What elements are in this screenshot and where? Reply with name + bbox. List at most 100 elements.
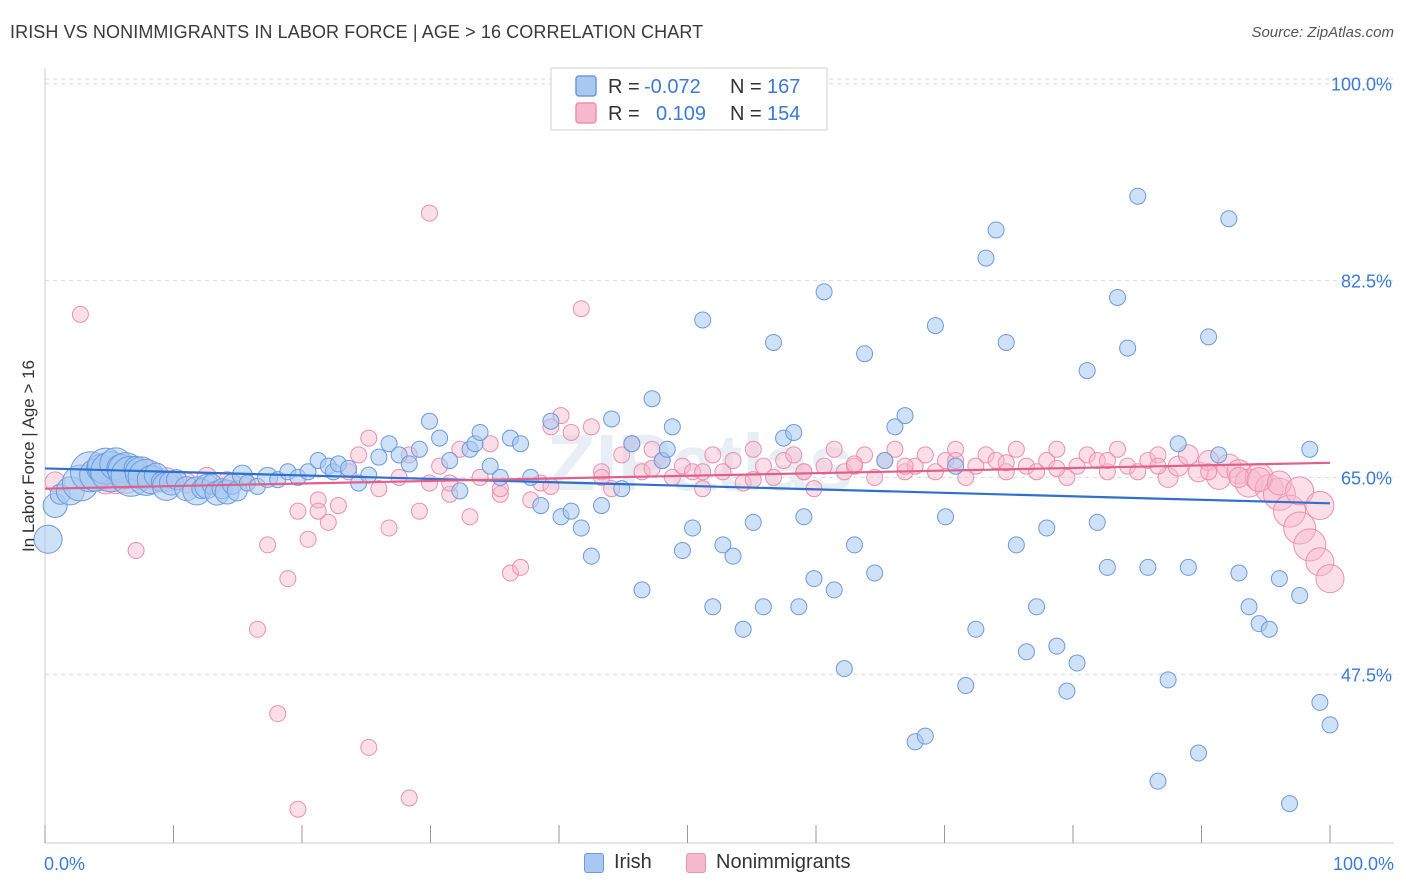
legend-item-irish: Irish [584,851,652,874]
nonimmigrant-point [916,446,934,464]
irish-point [790,598,808,616]
irish-point [744,513,762,531]
irish-point [967,620,985,638]
irish-point [937,508,955,526]
nonimmigrant-point [299,530,317,548]
nonimmigrant-point [815,457,833,475]
y-tick-label: 82.5% [1341,272,1392,292]
irish-point [603,410,621,428]
nonimmigrant-point [1283,511,1317,545]
irish-point [400,455,418,473]
irish-point [1078,362,1096,380]
nonimmigrant-point [279,570,297,588]
non-r-value: 0.109 [656,103,706,125]
nonimmigrants-legend-swatch [686,852,706,873]
irish-point [481,457,499,475]
nonimmigrant-point [775,452,793,470]
source-label: Source: ZipAtlas.com [1251,24,1394,41]
irish-point [582,547,600,565]
nonimmigrant-point [491,485,509,503]
irish-r-value: -0.072 [644,76,701,98]
nonimmigrants-swatch [575,102,597,124]
nonimmigrant-point [360,429,378,447]
irish-point [572,519,590,537]
nonimmigrant-point [329,497,347,515]
irish-point [1260,620,1278,638]
nonimmigrant-point [1078,446,1096,464]
irish-point [1139,558,1157,576]
irish-point [916,727,934,745]
nonimmigrant-point [1017,457,1035,475]
irish-trend-line [44,467,1331,505]
nonimmigrant-point [694,480,712,498]
irish-point [845,536,863,554]
nonimmigrant-point [259,536,277,554]
irish-point [512,435,530,453]
irish-point [926,317,944,335]
y-tick-labels: 47.5% 65.0% 82.5% 100.0% [1331,75,1392,686]
nonimmigrant-point [1139,452,1157,470]
irish-point [1189,744,1207,762]
nonimmigrant-point [866,468,884,486]
nonimmigrant-point [1285,476,1315,506]
irish-point [1048,637,1066,655]
nonimmigrant-point [562,423,580,441]
irish-point [1088,513,1106,531]
irish-point [431,429,449,447]
nonimmigrant-point [977,446,995,464]
nonimmigrant-point [997,463,1015,481]
irish-point [825,581,843,599]
nonimmigrant-point [350,446,368,464]
chart-title: IRISH VS NONIMMIGRANTS IN LABOR FORCE | … [10,22,704,42]
axes [44,68,1394,844]
irish-point [1270,570,1288,588]
nonimmigrant-point [248,620,266,638]
irish-point [1068,654,1086,672]
irish-point [562,502,580,520]
nonimmigrant-point [410,502,428,520]
nonimmigrant-point [289,502,307,520]
nonimmigrant-point [1007,440,1025,458]
irish-point [33,524,63,554]
y-tick-label: 47.5% [1341,665,1392,685]
nonimmigrant-point [592,463,610,481]
irish-point [856,345,874,363]
irish-point [380,435,398,453]
nonimmigrant-point [1109,440,1127,458]
nonimmigrant-point [673,457,691,475]
irish-point [1301,440,1319,458]
non-n-value: 154 [767,103,800,125]
irish-legend-swatch [584,852,604,873]
correlation-legend: R = -0.072 N = 167 R = 0.109 N = 154 [550,67,828,131]
irish-point [658,440,676,458]
irish-point [785,423,803,441]
irish-point [886,418,904,436]
trend-lines [44,461,1331,505]
irish-n-label: N = [730,76,762,98]
nonimmigrant-point [1098,452,1116,470]
y-axis-label: In Labor Force | Age > 16 [19,360,38,552]
irish-point [947,457,965,475]
irish-point [592,497,610,515]
irish-point [370,448,388,466]
irish-point [957,677,975,695]
nonimmigrant-point [360,738,378,756]
irish-swatch [575,75,597,97]
irish-point [1311,693,1329,711]
nonimmigrant-point [795,463,813,481]
nonimmigrant-point [785,446,803,464]
irish-point [815,283,833,301]
irish-point [795,508,813,526]
irish-point [360,466,378,484]
irish-point [1321,716,1339,734]
irish-legend-label: Irish [614,851,652,873]
nonimmigrant-point [997,454,1015,472]
irish-point [1220,210,1238,228]
nonimmigrant-point [461,508,479,526]
nonimmigrant-point [1305,491,1335,521]
irish-point [805,570,823,588]
nonimmigrant-point [380,519,398,537]
irish-point [997,333,1015,351]
nonimmigrant-point [1068,457,1086,475]
irish-point [694,311,712,329]
